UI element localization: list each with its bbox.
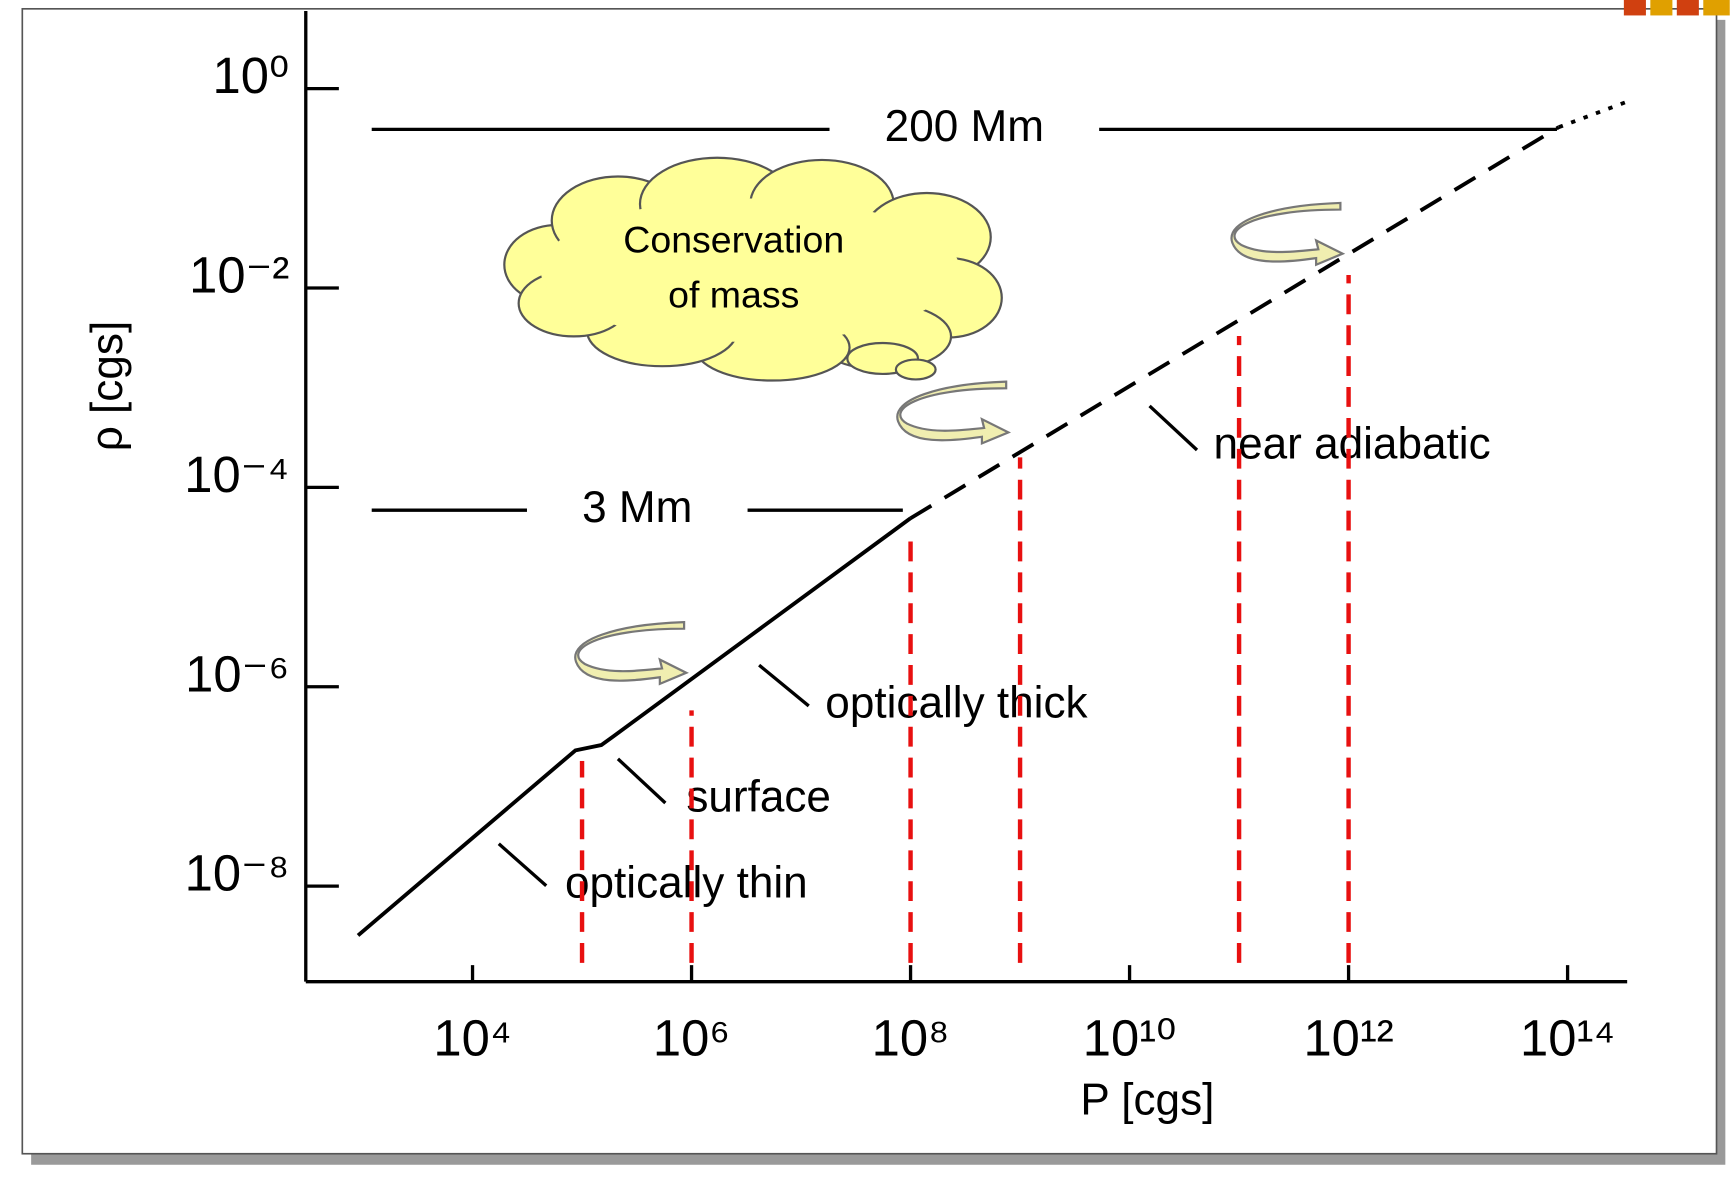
annotation: optically thick [825, 679, 1088, 728]
annotation: near adiabatic [1214, 419, 1491, 468]
annotation: optically thin [565, 858, 808, 907]
y-tick-label: 10⁰ [212, 47, 289, 104]
y-tick-label: 10⁻⁸ [185, 845, 290, 902]
x-axis-label: P [cgs] [1080, 1076, 1214, 1125]
x-tick-label: 10¹⁴ [1520, 1010, 1615, 1067]
x-tick-label: 10¹² [1303, 1010, 1393, 1067]
x-tick-label: 10¹⁰ [1083, 1010, 1177, 1067]
scale-bar-label: 3 Mm [582, 483, 692, 532]
x-tick-label: 10⁴ [433, 1010, 511, 1067]
callout-text: Conservation [623, 219, 844, 261]
annotation: surface [686, 772, 831, 821]
y-axis-label: ρ [cgs] [83, 321, 132, 451]
chart: P [cgs] ρ [cgs] Conservation of mass opt… [0, 0, 1730, 1178]
y-tick-label: 10⁻⁶ [185, 645, 289, 702]
page: {"chart_data": { "type": "line", "xlabel… [0, 0, 1730, 1178]
y-tick-label: 10⁻⁴ [184, 446, 289, 503]
corner-deco [1650, 0, 1672, 15]
corner-deco [1677, 0, 1699, 15]
corner-deco [1624, 0, 1646, 15]
scale-bar-label: 200 Mm [885, 102, 1044, 151]
callout-text: of mass [668, 274, 799, 316]
corner-deco [1703, 0, 1729, 15]
x-tick-label: 10⁸ [872, 1010, 950, 1067]
y-tick-label: 10⁻² [189, 247, 289, 304]
x-tick-label: 10⁶ [653, 1010, 730, 1067]
